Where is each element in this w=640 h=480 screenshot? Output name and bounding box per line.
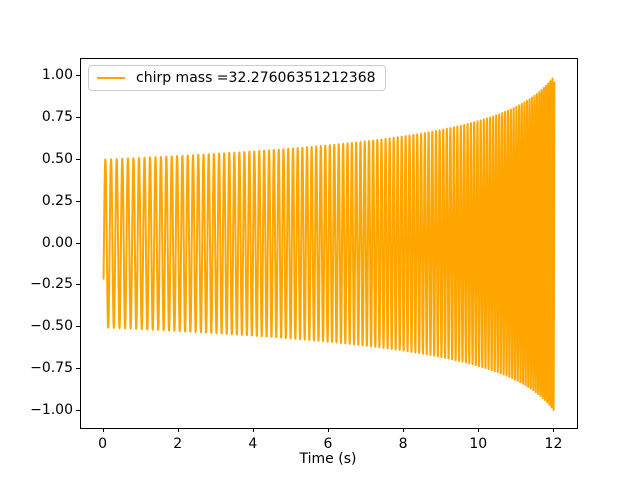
y-tick-mark: [76, 74, 80, 76]
x-tick-label: 12: [544, 436, 563, 452]
x-tick-mark: [328, 428, 329, 432]
y-tick-label: −0.75: [30, 360, 73, 377]
y-tick-label: 1.00: [41, 66, 73, 83]
y-tick-label: 0.00: [41, 234, 73, 251]
y-tick-label: 0.75: [41, 108, 73, 125]
y-tick-mark: [76, 326, 80, 328]
legend: chirp mass =32.27606351212368: [88, 65, 386, 91]
x-tick-mark: [252, 428, 254, 432]
plot-area: chirp mass =32.27606351212368: [80, 58, 578, 429]
legend-label: chirp mass =32.27606351212368: [136, 70, 376, 86]
y-tick-label: −0.25: [30, 276, 73, 293]
y-tick-label: 0.50: [41, 150, 73, 167]
x-tick-label: 2: [173, 436, 183, 452]
x-tick-label: 10: [469, 436, 488, 452]
y-tick-mark: [76, 242, 80, 244]
x-tick-label: 0: [98, 436, 107, 452]
x-tick-label: 6: [323, 436, 333, 452]
y-tick-mark: [76, 116, 80, 118]
y-tick-mark: [76, 284, 80, 286]
x-tick-mark: [403, 428, 405, 432]
y-tick-mark: [76, 158, 80, 160]
y-tick-mark: [76, 410, 80, 412]
x-tick-label: 4: [248, 436, 258, 452]
x-tick-mark: [177, 428, 179, 432]
y-tick-label: 0.25: [41, 192, 73, 209]
x-tick-mark: [478, 428, 480, 432]
y-tick-label: −0.50: [30, 318, 73, 335]
y-tick-mark: [76, 200, 80, 202]
x-tick-mark: [102, 428, 104, 432]
legend-line-sample-icon: [97, 77, 125, 79]
x-axis-label: Time (s): [299, 451, 357, 467]
y-tick-label: −1.00: [30, 402, 73, 419]
x-tick-mark: [553, 428, 555, 432]
x-tick-label: 8: [398, 436, 408, 452]
y-tick-mark: [76, 368, 80, 370]
chirp-waveform: [81, 59, 577, 428]
